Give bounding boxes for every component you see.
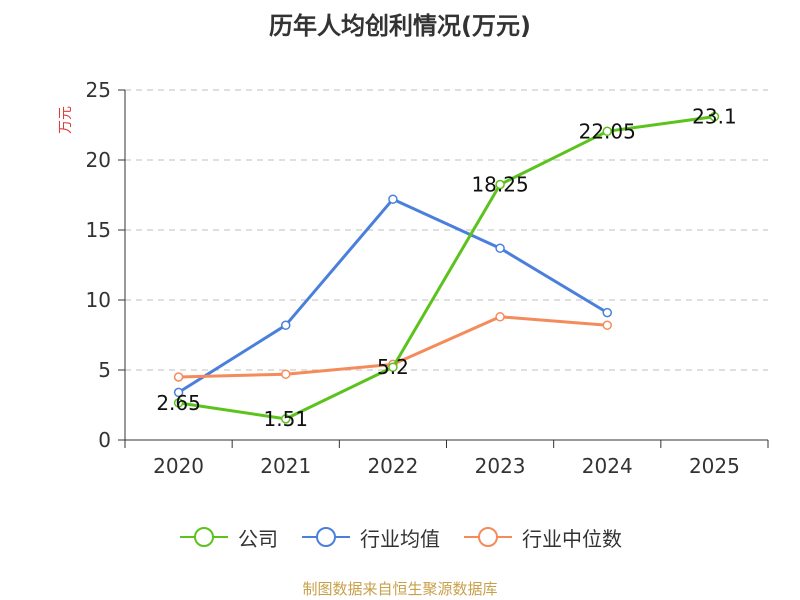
data-point [602, 126, 612, 137]
data-label: 5.2 [377, 355, 409, 379]
data-point [709, 111, 720, 122]
y-tick-label: 5 [98, 358, 111, 382]
data-point [388, 194, 398, 204]
data-point [388, 362, 398, 372]
data-point [495, 243, 505, 253]
grid-lines [125, 89, 768, 371]
chart-title: 历年人均创利情况(万元) [269, 12, 531, 40]
legend-label: 行业均值 [360, 526, 440, 551]
x-tick-label: 2023 [475, 454, 526, 478]
data-label: 18.25 [471, 173, 528, 197]
y-tick-label: 20 [86, 148, 111, 172]
data-point [495, 179, 505, 190]
legend-swatch [464, 527, 512, 547]
data-point [495, 312, 505, 322]
x-tick-label: 2025 [689, 454, 740, 478]
data-point [281, 414, 291, 424]
series-line-0 [178, 115, 715, 421]
legend-swatch [180, 527, 228, 547]
data-point [281, 320, 291, 330]
source-note: 制图数据来自恒生聚源数据库 [302, 580, 498, 598]
y-tick-label: 10 [86, 288, 111, 312]
data-point [173, 398, 184, 408]
x-tick-label: 2020 [153, 454, 204, 478]
legend-label: 公司 [238, 526, 278, 551]
data-label: 2.65 [156, 391, 201, 415]
legend-label: 行业中位数 [522, 526, 622, 551]
series-lines [173, 111, 720, 424]
legend-marker [194, 527, 214, 547]
data-point [173, 372, 184, 382]
legend: 公司 行业均值 行业中位数 [0, 520, 800, 554]
x-tick-label: 2021 [260, 454, 311, 478]
data-label: 23.1 [692, 105, 737, 129]
legend-marker [316, 527, 336, 547]
data-point [602, 320, 612, 330]
legend-item[interactable]: 行业均值 [300, 523, 440, 552]
data-point [173, 387, 184, 398]
y-axis-unit-label: 万元 [58, 106, 74, 134]
y-tick-label: 15 [86, 218, 111, 242]
x-tick-label: 2022 [367, 454, 418, 478]
y-tick-label: 0 [98, 428, 111, 452]
legend-marker [478, 527, 498, 547]
data-point [602, 307, 612, 318]
data-label: 22.05 [579, 119, 636, 143]
legend-item[interactable]: 行业中位数 [462, 523, 622, 552]
legend-item[interactable]: 公司 [178, 523, 278, 552]
data-labels: 2.65 1.51 5.2 18.25 22.05 23.1 [156, 105, 736, 431]
x-tick-label: 2024 [582, 454, 633, 478]
y-tick-label: 25 [86, 78, 111, 102]
data-point [281, 369, 291, 379]
data-label: 1.51 [263, 407, 308, 431]
legend-swatch [302, 527, 350, 547]
